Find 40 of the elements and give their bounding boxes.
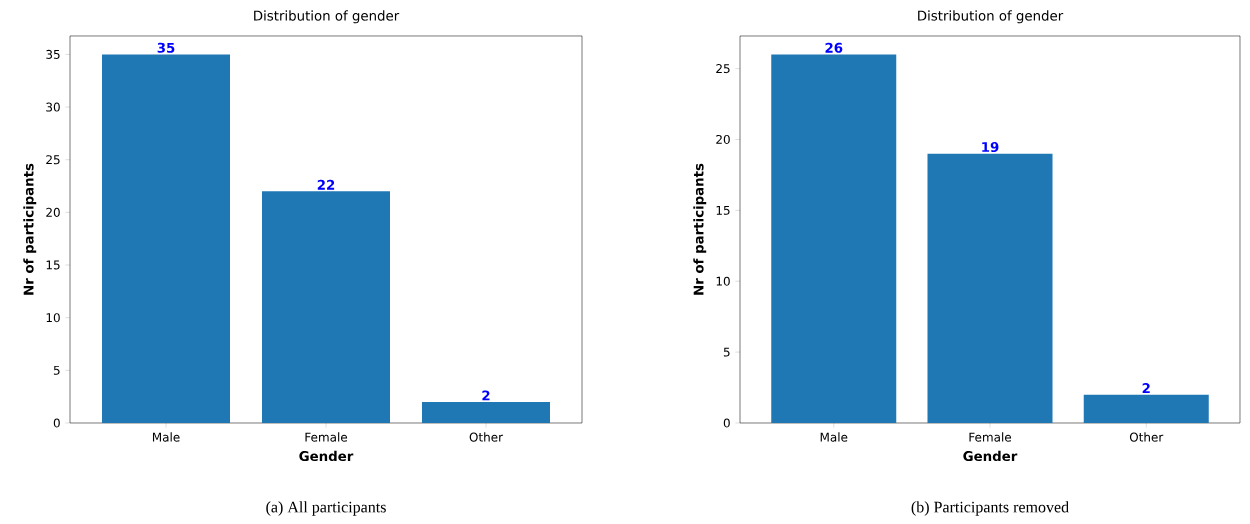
x-tick-label: Other [469,432,504,442]
y-tick-label: 15 [716,205,730,215]
data-label: 19 [982,141,999,153]
y-tick-label: 0 [53,418,60,428]
text: (b) Participants removed [911,501,1069,516]
x-tick-label: Female [969,432,1012,442]
bar [927,153,1053,423]
y-tick-label: 10 [716,276,730,286]
y-tick-label: 0 [723,418,730,428]
y-tick-label: 30 [46,102,60,112]
x-axis-title: Gender [299,450,354,462]
y-tick-label: 10 [46,313,60,323]
bar [102,54,231,423]
y-tick-label: 5 [53,365,60,375]
y-axis-title: Nr of participants [693,163,707,295]
bar [1083,394,1209,423]
data-label: 2 [1142,383,1150,394]
bar [422,401,550,423]
data-label: 26 [825,42,843,53]
data-label: 22 [317,179,335,190]
x-tick-label: Female [305,432,348,442]
bar [771,54,897,423]
x-tick-label: Other [1129,432,1164,442]
y-tick-label: 25 [716,64,730,74]
chart-title: Distribution of gender [918,10,1064,24]
bar [262,191,391,423]
data-label: 35 [157,42,175,53]
y-tick-label: 5 [723,347,730,357]
y-tick-label: 20 [46,207,60,217]
data-label: 2 [482,390,490,401]
y-tick-label: 35 [46,49,60,59]
x-tick-label: Male [820,432,848,442]
y-tick-label: 20 [716,134,730,145]
chart-title: Distribution of gender [254,10,400,24]
x-axis-title: Gender [963,450,1018,462]
y-axis-title: Nr of participants [23,163,37,295]
y-tick-label: 15 [46,260,60,270]
text: (a) All participants [266,501,386,516]
y-tick-label: 25 [46,155,60,165]
x-tick-label: Male [152,432,180,442]
